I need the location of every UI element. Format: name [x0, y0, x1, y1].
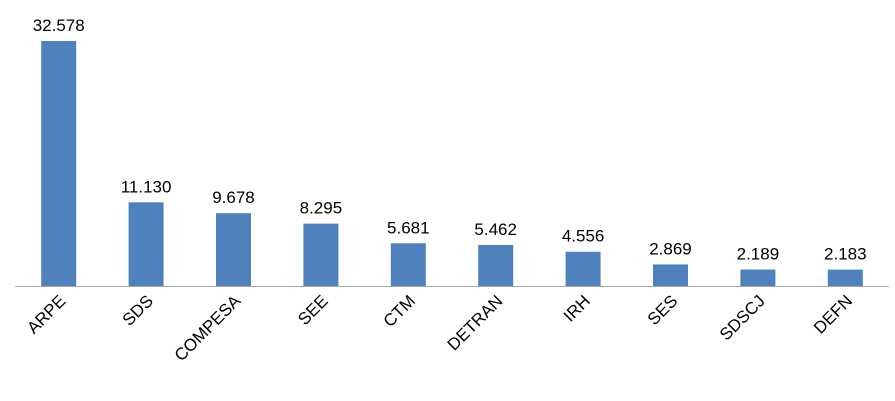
bar: [303, 223, 339, 286]
bar: [128, 202, 164, 286]
data-label: 32.578: [33, 16, 85, 35]
data-label: 11.130: [121, 177, 172, 196]
bar: [41, 41, 77, 286]
x-tick-label: COMPESA: [171, 291, 245, 365]
x-tick-label: DEFN: [810, 291, 856, 337]
data-label: 4.556: [562, 227, 605, 246]
data-label: 9.678: [212, 188, 255, 207]
bar: [827, 269, 863, 286]
x-tick-label: SDSCJ: [716, 291, 769, 344]
data-label: 2.183: [824, 245, 867, 264]
data-label: 2.869: [649, 239, 692, 258]
x-tick-label: SEE: [294, 291, 331, 328]
data-label: 8.295: [300, 199, 343, 218]
bar: [653, 264, 688, 286]
data-label: 5.681: [387, 218, 430, 237]
bar: [740, 269, 776, 286]
x-tick-label: IRH: [560, 291, 594, 325]
data-label: 2.189: [737, 245, 780, 264]
x-tick-label: DETRAN: [444, 291, 507, 354]
bar: [478, 244, 514, 286]
bar: [216, 213, 251, 286]
bar: [565, 251, 601, 286]
x-tick-label: SDS: [119, 291, 157, 329]
x-tick-label: CTM: [380, 291, 419, 330]
x-tick-label: SES: [644, 291, 681, 328]
data-label: 5.462: [474, 220, 517, 239]
x-tick-label: ARPE: [23, 291, 69, 337]
bar: [390, 243, 426, 286]
